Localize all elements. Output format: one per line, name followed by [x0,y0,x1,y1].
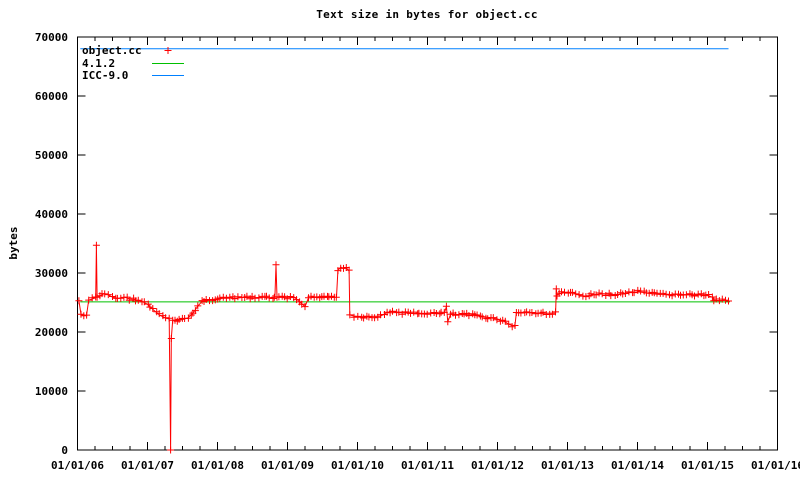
svg-text:50000: 50000 [35,149,68,162]
svg-text:10000: 10000 [35,385,68,398]
svg-text:01/01/15: 01/01/15 [681,459,734,472]
svg-text:0: 0 [61,444,68,457]
svg-text:01/01/08: 01/01/08 [191,459,244,472]
svg-text:01/01/16: 01/01/16 [751,459,800,472]
svg-text:01/01/09: 01/01/09 [261,459,314,472]
svg-text:01/01/13: 01/01/13 [541,459,594,472]
svg-text:01/01/12: 01/01/12 [471,459,524,472]
svg-text:70000: 70000 [35,31,68,44]
chart-title: Text size in bytes for object.cc [316,8,538,21]
svg-text:20000: 20000 [35,326,68,339]
svg-text:60000: 60000 [35,90,68,103]
svg-text:01/01/14: 01/01/14 [611,459,664,472]
svg-text:01/01/06: 01/01/06 [51,459,104,472]
svg-text:01/01/10: 01/01/10 [331,459,384,472]
svg-text:01/01/11: 01/01/11 [401,459,454,472]
svg-text:30000: 30000 [35,267,68,280]
y-axis-title: bytes [7,226,20,260]
svg-text:40000: 40000 [35,208,68,221]
svg-text:01/01/07: 01/01/07 [121,459,174,472]
